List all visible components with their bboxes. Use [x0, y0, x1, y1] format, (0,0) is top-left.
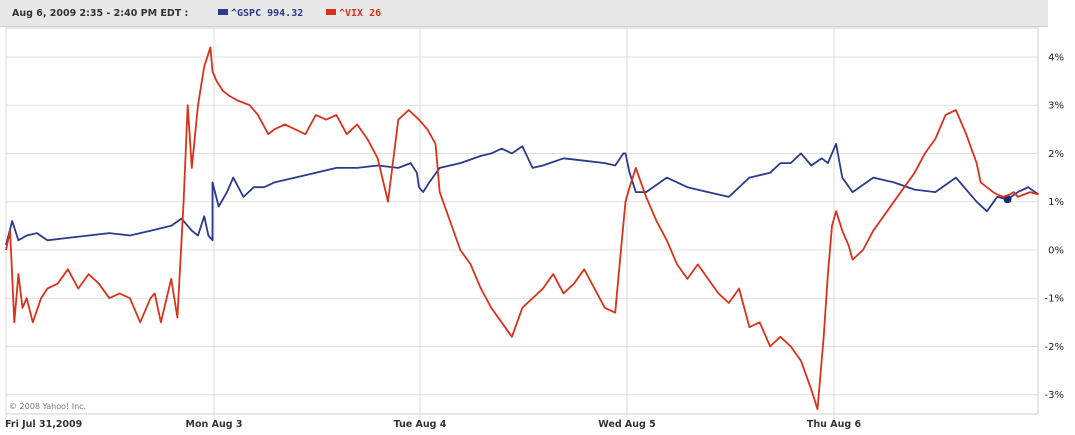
copyright-text: © 2008 Yahoo! Inc.: [9, 402, 87, 411]
y-tick-label: 4%: [1048, 52, 1064, 63]
y-tick-label: 2%: [1048, 149, 1064, 160]
chart-timestamp: Aug 6, 2009 2:35 - 2:40 PM EDT :: [12, 8, 189, 19]
legend-item-vix[interactable]: ^VIX 26: [326, 8, 381, 19]
legend-item-gspc[interactable]: ^GSPC 994.32: [218, 8, 303, 19]
gspc-current-point: [1003, 195, 1012, 204]
legend-label-vix: ^VIX 26: [339, 8, 382, 19]
x-tick-label: Thu Aug 6: [807, 419, 862, 430]
x-tick-label: Tue Aug 4: [394, 419, 447, 430]
series-line-vix: [5, 46, 1039, 411]
y-tick-label: 1%: [1048, 197, 1064, 208]
legend-label-gspc: ^GSPC 994.32: [231, 8, 304, 19]
legend-swatch-gspc: [218, 9, 228, 15]
chart-header: Aug 6, 2009 2:35 - 2:40 PM EDT : ^GSPC 9…: [0, 0, 1048, 27]
y-tick-label: -2%: [1045, 342, 1064, 353]
x-tick-label: Mon Aug 3: [186, 419, 243, 430]
x-tick-label: Wed Aug 5: [598, 419, 656, 430]
y-tick-label: -1%: [1045, 294, 1064, 305]
series-line-gspc: [5, 142, 1040, 246]
y-tick-label: 0%: [1048, 245, 1064, 256]
plot-area: [5, 27, 1039, 415]
y-tick-label: -3%: [1045, 390, 1064, 401]
legend-swatch-vix: [326, 9, 336, 15]
y-tick-label: 3%: [1048, 101, 1064, 112]
x-tick-label: Fri Jul 31,2009: [5, 419, 82, 430]
